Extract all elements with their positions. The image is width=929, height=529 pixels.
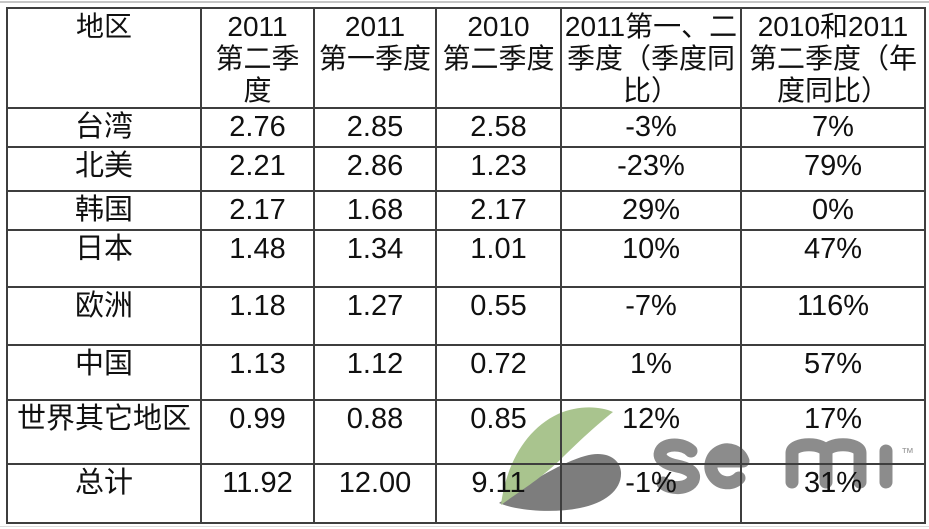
bottom-edge-line xyxy=(0,526,929,527)
value-cell: 2.86 xyxy=(313,146,437,192)
value-cell: 57% xyxy=(740,344,926,401)
value-cell: 47% xyxy=(740,229,926,288)
value-cell: 0.99 xyxy=(200,399,315,465)
value-cell: 17% xyxy=(740,399,926,465)
value-cell: 12% xyxy=(560,399,742,465)
value-cell: 1% xyxy=(560,344,742,401)
region-cell: 世界其它地区 xyxy=(6,399,202,465)
value-cell: 9.11 xyxy=(435,463,562,524)
table-row-japan: 日本 1.48 1.34 1.01 10% 47% xyxy=(6,229,926,288)
value-cell: 0.85 xyxy=(435,399,562,465)
value-cell: 2.21 xyxy=(200,146,315,192)
value-cell: 1.34 xyxy=(313,229,437,288)
value-cell: -23% xyxy=(560,146,742,192)
header-region: 地区 xyxy=(6,7,202,109)
table-row-north-america: 北美 2.21 2.86 1.23 -23% 79% xyxy=(6,146,926,192)
value-cell: 10% xyxy=(560,229,742,288)
value-cell: -3% xyxy=(560,107,742,148)
value-cell: 116% xyxy=(740,286,926,346)
value-cell: 11.92 xyxy=(200,463,315,524)
header-2011-q2: 2011 第二季 度 xyxy=(200,7,315,109)
header-qoq-change: 2011第一、二 季度（季度同 比） xyxy=(560,7,742,109)
header-yoy-change: 2010和2011 第二季度（年 度同比） xyxy=(740,7,926,109)
value-cell: 79% xyxy=(740,146,926,192)
value-cell: 0.72 xyxy=(435,344,562,401)
value-cell: 0% xyxy=(740,190,926,231)
value-cell: -1% xyxy=(560,463,742,524)
value-cell: -7% xyxy=(560,286,742,346)
region-cell: 台湾 xyxy=(6,107,202,148)
value-cell: 2.17 xyxy=(435,190,562,231)
value-cell: 1.48 xyxy=(200,229,315,288)
region-cell: 欧洲 xyxy=(6,286,202,346)
region-cell: 北美 xyxy=(6,146,202,192)
value-cell: 1.01 xyxy=(435,229,562,288)
table-row-europe: 欧洲 1.18 1.27 0.55 -7% 116% xyxy=(6,286,926,346)
region-cell: 总计 xyxy=(6,463,202,524)
table-row-total: 总计 11.92 12.00 9.11 -1% 31% xyxy=(6,463,926,524)
value-cell: 7% xyxy=(740,107,926,148)
value-cell: 2.76 xyxy=(200,107,315,148)
value-cell: 2.58 xyxy=(435,107,562,148)
value-cell: 1.27 xyxy=(313,286,437,346)
value-cell: 1.12 xyxy=(313,344,437,401)
value-cell: 1.13 xyxy=(200,344,315,401)
header-2011-q1: 2011 第一季度 xyxy=(313,7,437,109)
table-row-china: 中国 1.13 1.12 0.72 1% 57% xyxy=(6,344,926,401)
table-row-rest-of-world: 世界其它地区 0.99 0.88 0.85 12% 17% xyxy=(6,399,926,465)
value-cell: 0.88 xyxy=(313,399,437,465)
value-cell: 12.00 xyxy=(313,463,437,524)
billings-table: 地区 2011 第二季 度 2011 第一季度 2010 第二季度 2011第一… xyxy=(6,7,926,524)
value-cell: 1.18 xyxy=(200,286,315,346)
value-cell: 2.85 xyxy=(313,107,437,148)
header-2010-q2: 2010 第二季度 xyxy=(435,7,562,109)
top-edge-line xyxy=(0,1,929,3)
region-cell: 中国 xyxy=(6,344,202,401)
value-cell: 2.17 xyxy=(200,190,315,231)
value-cell: 1.23 xyxy=(435,146,562,192)
region-cell: 韩国 xyxy=(6,190,202,231)
header-row: 地区 2011 第二季 度 2011 第一季度 2010 第二季度 2011第一… xyxy=(6,7,926,109)
value-cell: 0.55 xyxy=(435,286,562,346)
value-cell: 1.68 xyxy=(313,190,437,231)
value-cell: 31% xyxy=(740,463,926,524)
table-row-korea: 韩国 2.17 1.68 2.17 29% 0% xyxy=(6,190,926,231)
region-cell: 日本 xyxy=(6,229,202,288)
table-row-taiwan: 台湾 2.76 2.85 2.58 -3% 7% xyxy=(6,107,926,148)
value-cell: 29% xyxy=(560,190,742,231)
